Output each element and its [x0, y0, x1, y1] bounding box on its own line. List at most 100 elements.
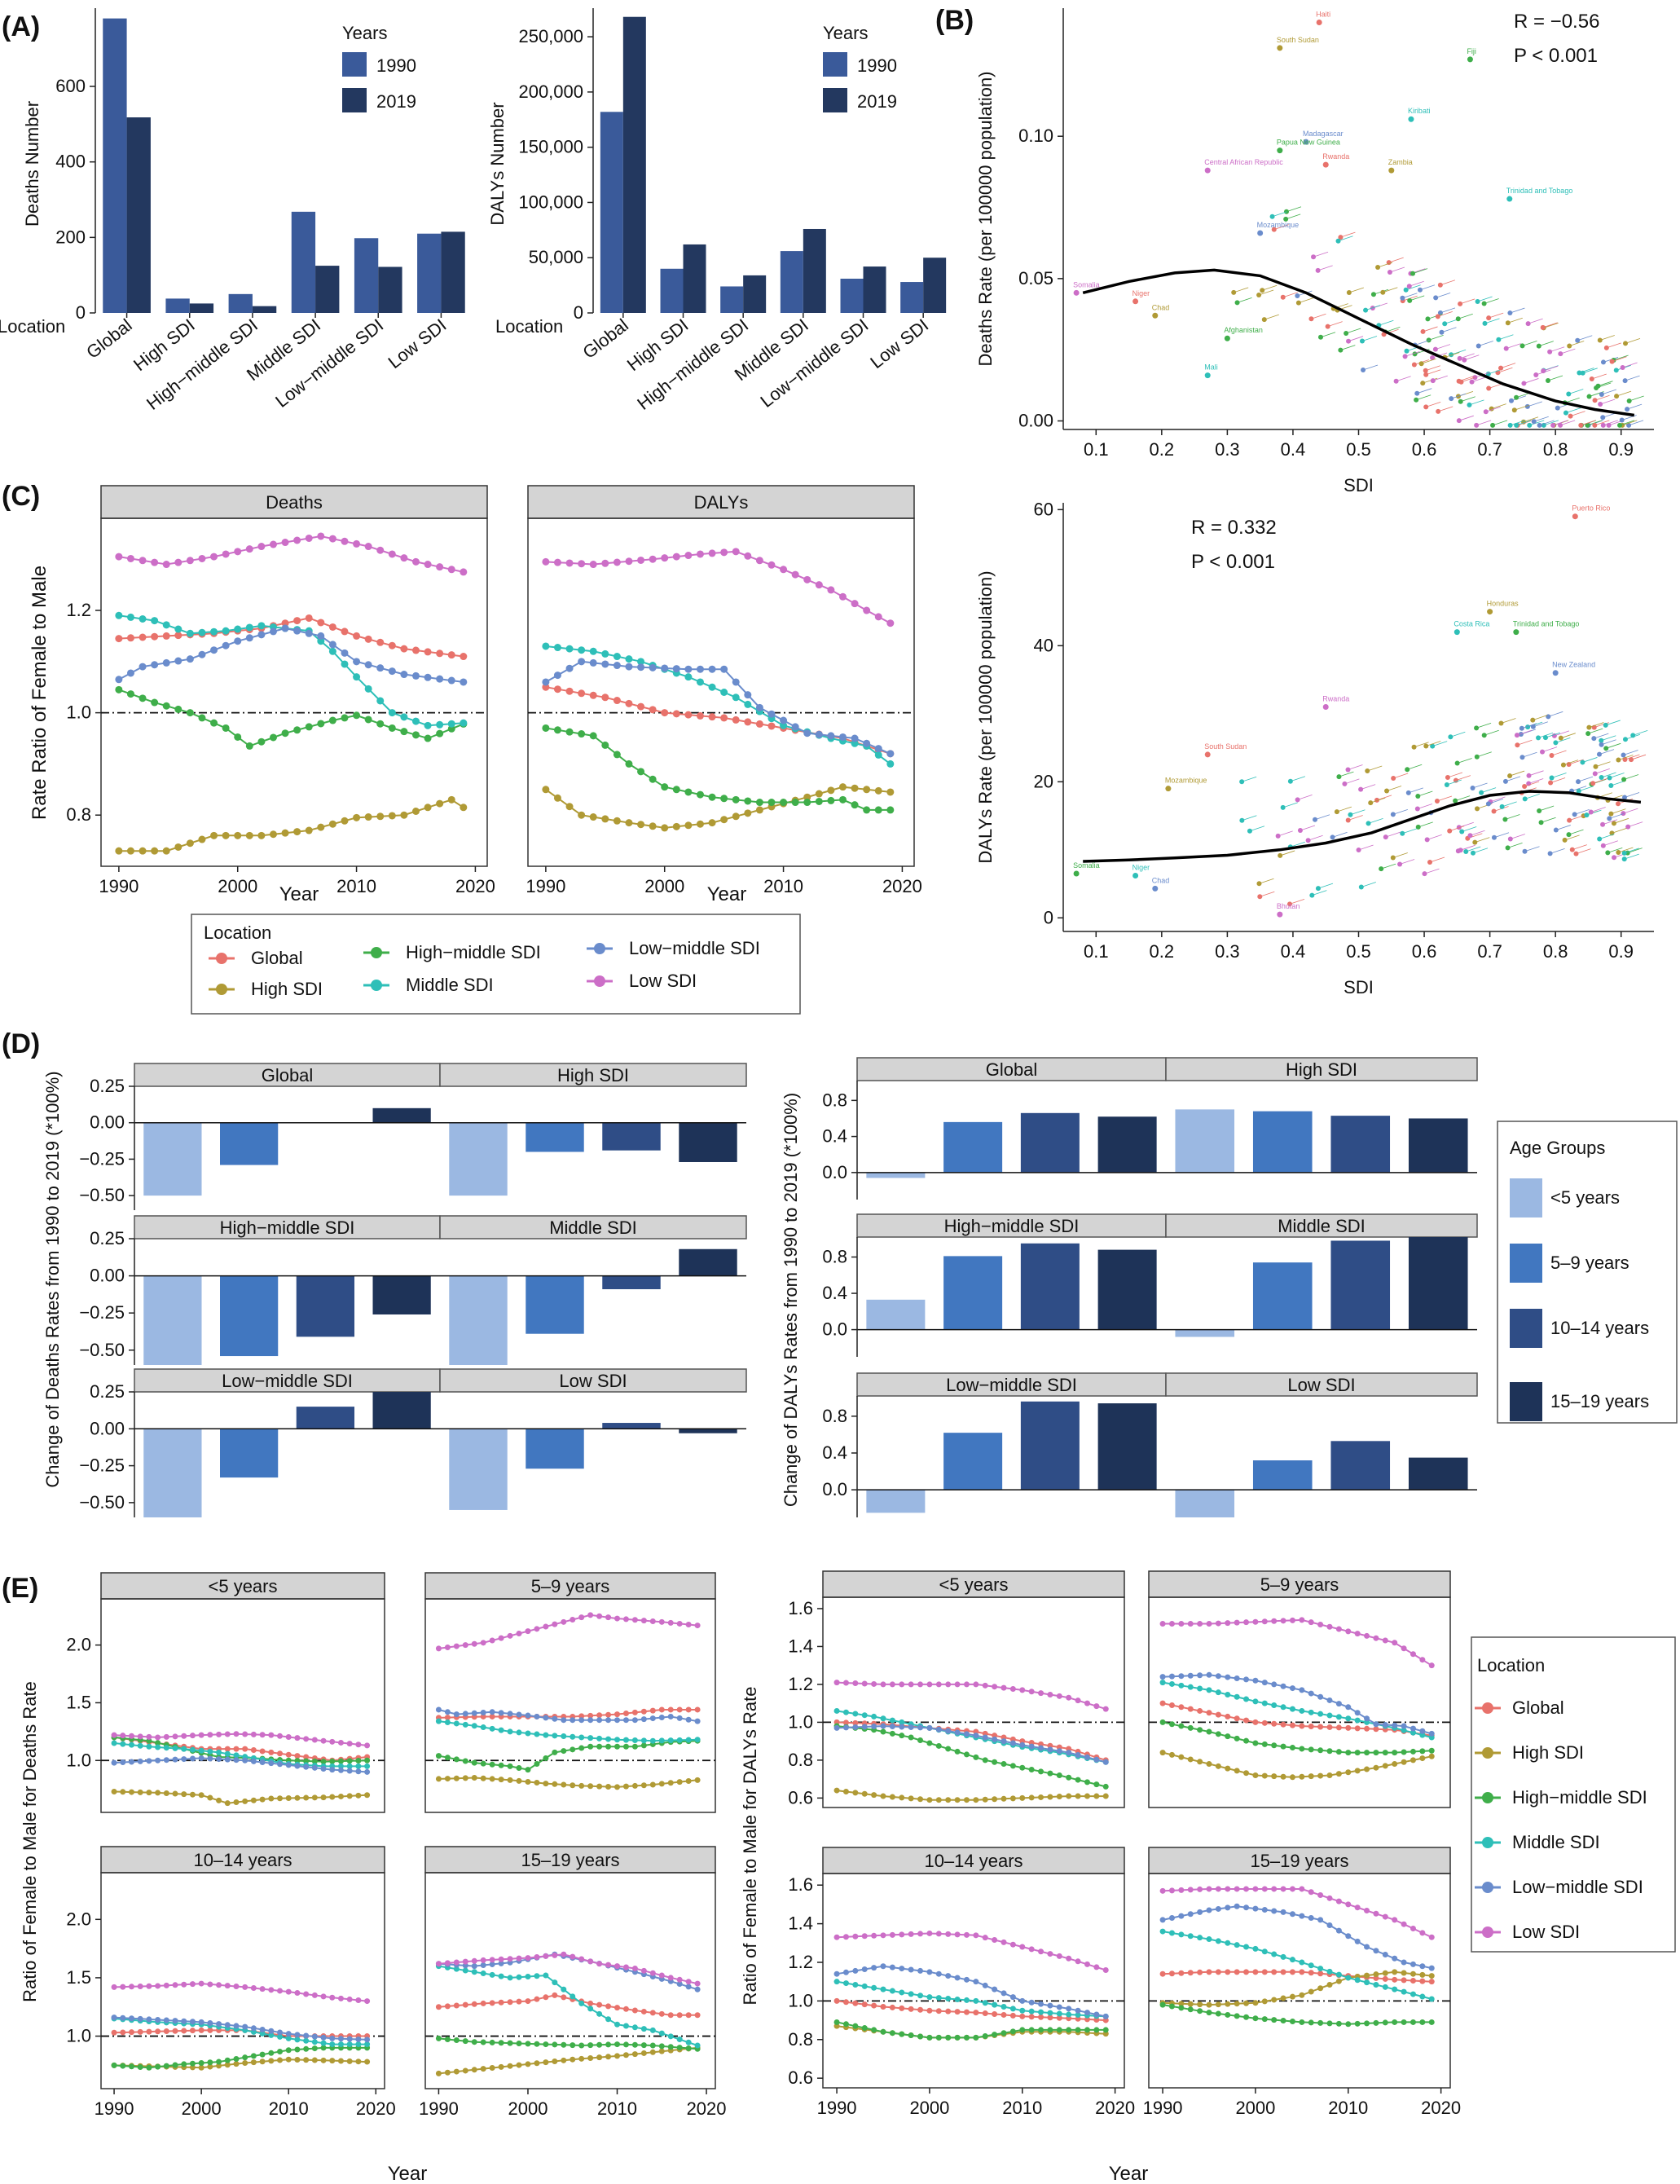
y-tick-label: 1.2	[66, 600, 91, 620]
legend-key-dot	[216, 984, 227, 995]
bar-age-1	[526, 1429, 584, 1469]
series-point	[833, 1724, 840, 1731]
facet-strip	[1165, 1372, 1478, 1397]
label-leader	[1539, 805, 1555, 812]
label-leader	[1350, 809, 1366, 816]
series-point	[1159, 1680, 1166, 1686]
series-point	[542, 683, 550, 691]
y-tick-label: 0.8	[788, 2029, 813, 2050]
series-point	[115, 611, 123, 619]
panel-e-legend: Location Global High SDI High−middle SDI Mid…	[1471, 1636, 1676, 1953]
y-tick-label: 0.4	[822, 1126, 847, 1147]
label-leader	[1619, 420, 1635, 426]
label-leader	[1458, 415, 1474, 421]
label-leader	[1623, 750, 1638, 755]
y-tick-label: 1.0	[66, 702, 91, 723]
series-line	[837, 1681, 1106, 1711]
facet-c-0: Deaths 0.8 1.0 1.2 1990 2000 2010 2020	[66, 485, 495, 896]
y-tick-label: 0	[76, 302, 86, 323]
y-tick-label: 0.8	[66, 804, 91, 825]
series-point	[460, 653, 468, 661]
series-line	[118, 627, 464, 683]
label-leader	[1581, 420, 1596, 426]
country-point	[1277, 911, 1283, 918]
series-point	[115, 553, 123, 561]
label-leader	[1432, 741, 1448, 746]
label-leader	[1414, 742, 1429, 748]
facet-strip	[100, 485, 488, 519]
bar-age-1	[943, 1121, 1003, 1173]
label-leader	[1282, 802, 1298, 808]
x-tick-label: 0.5	[1346, 941, 1371, 962]
series-point	[833, 1979, 840, 1985]
x-tick-label: 2010	[336, 876, 376, 896]
series-point	[542, 724, 550, 732]
label-leader	[1625, 733, 1641, 740]
label-leader	[1527, 721, 1543, 728]
country-label: Zambia	[1388, 158, 1413, 166]
panel-d1: Global High SDI −0.50 −0.25 0.00 0.25 High−mid…	[79, 1063, 747, 1517]
country-label: Chad	[1152, 303, 1170, 311]
label-leader	[1484, 298, 1499, 304]
y-axis-label: DALYs Number	[487, 102, 508, 225]
series-point	[1102, 1759, 1109, 1765]
label-leader	[1516, 729, 1533, 736]
country-point	[1506, 196, 1513, 202]
label-leader	[1464, 354, 1480, 361]
label-leader	[1417, 388, 1432, 394]
legend-label: Low SDI	[1512, 1922, 1580, 1942]
facet-e1-0: <5 years 1.0 1.5 2.0	[66, 1572, 385, 1813]
label-leader	[1627, 848, 1643, 854]
label-leader	[1523, 416, 1539, 423]
label-leader	[1290, 776, 1306, 782]
bar-age-1	[526, 1275, 584, 1334]
series-point	[460, 678, 468, 686]
series-line	[1163, 1618, 1432, 1667]
y-tick-label: 0.05	[1018, 268, 1053, 288]
label-leader	[1601, 735, 1616, 742]
country-label: Bhutan	[1277, 902, 1300, 910]
x-tick-label: 0.6	[1412, 941, 1437, 962]
correlation-p: P < 0.001	[1191, 551, 1275, 573]
series-point	[1159, 1917, 1166, 1923]
y-tick-label: 1.4	[788, 1913, 813, 1934]
label-leader	[1436, 293, 1451, 298]
label-leader	[1601, 739, 1616, 746]
country-label: Madagascar	[1303, 130, 1344, 138]
facet-title: High−middle SDI	[944, 1216, 1080, 1236]
label-leader	[1438, 406, 1454, 412]
country-point	[1132, 298, 1139, 305]
x-tick-label: 1990	[817, 2098, 857, 2118]
y-tick-label: 0.4	[822, 1283, 847, 1303]
y-tick-label: −0.50	[79, 1340, 125, 1360]
facet-title: <5 years	[939, 1574, 1009, 1595]
label-leader	[1311, 313, 1326, 319]
label-leader	[1613, 354, 1629, 361]
y-axis-label: Deaths Number	[22, 101, 42, 227]
x-axis-label: Year	[707, 883, 747, 905]
x-tick-label: 2010	[269, 2098, 309, 2119]
label-leader	[1286, 214, 1301, 220]
label-leader	[1298, 297, 1314, 304]
label-leader	[1601, 389, 1617, 395]
label-leader	[1317, 265, 1333, 271]
label-leader	[1623, 774, 1639, 780]
facet-strip	[134, 1063, 441, 1087]
panel-label-c: (C)	[2, 481, 40, 512]
legend-key-dot	[1482, 1837, 1493, 1848]
series-point	[833, 2019, 840, 2025]
series-line	[118, 799, 464, 852]
series-point	[1428, 1973, 1435, 1979]
series-point	[542, 557, 550, 566]
label-leader	[1502, 801, 1517, 808]
bar-age-0	[143, 1122, 202, 1196]
label-leader	[1578, 786, 1594, 792]
label-leader	[1399, 859, 1415, 865]
y-tick-label: 0.00	[90, 1266, 125, 1286]
series-line	[837, 1932, 1106, 1971]
label-leader	[1560, 348, 1576, 354]
series-point	[833, 1787, 840, 1794]
series-point	[1428, 1979, 1435, 1985]
label-leader	[1594, 733, 1609, 739]
label-leader	[1346, 328, 1361, 334]
